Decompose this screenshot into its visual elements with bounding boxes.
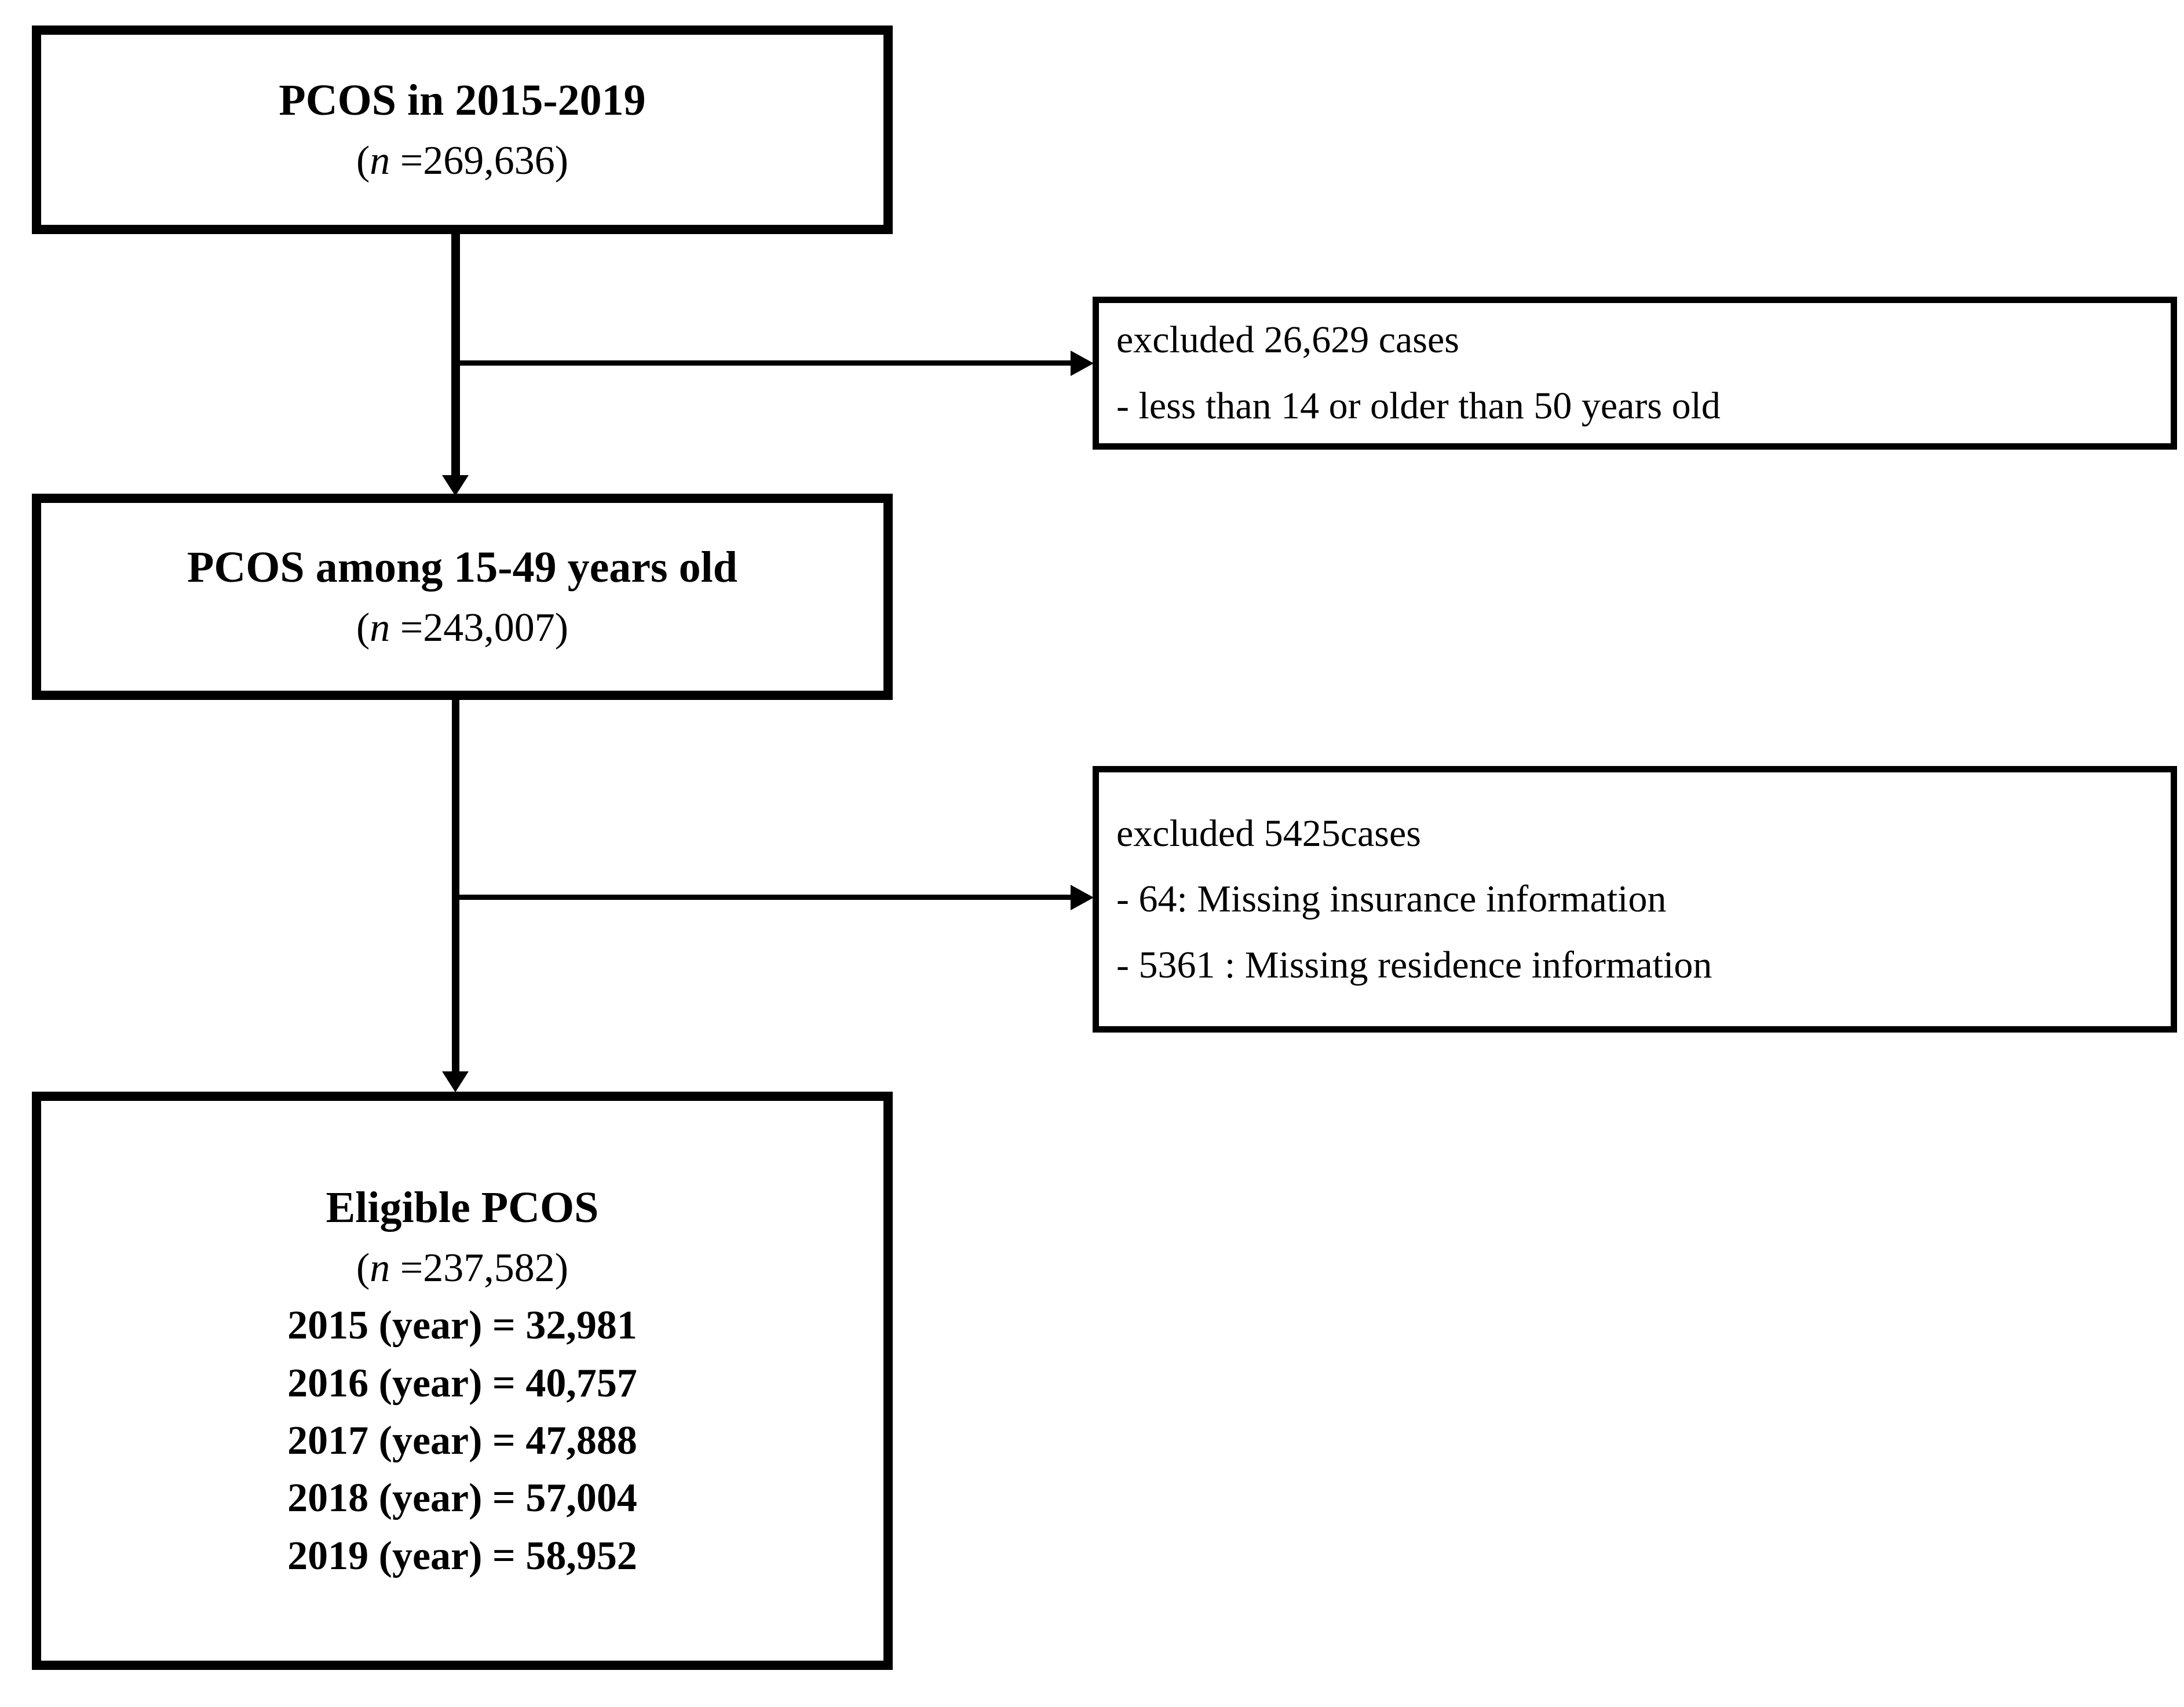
- exclusion-header: excluded 5425cases: [1116, 812, 1421, 855]
- italic-n: n: [370, 138, 390, 184]
- year-count-2018: 2018 (year) = 57,004: [287, 1476, 637, 1521]
- exclusion-reason: - 64: Missing insurance information: [1116, 878, 1667, 921]
- arrowhead-down-icon: [442, 1071, 469, 1092]
- box-exclusion-missing-info: excluded 5425cases - 64: Missing insuran…: [1093, 766, 2177, 1033]
- exclusion-reason: - 5361 : Missing residence information: [1116, 943, 1712, 986]
- year-count-2019: 2019 (year) = 58,952: [287, 1533, 637, 1578]
- box-title: PCOS among 15-49 years old: [187, 543, 737, 592]
- box-pcos-eligible: Eligible PCOS (n =237,582) 2015 (year) =…: [32, 1092, 893, 1670]
- italic-n: n: [370, 1245, 390, 1290]
- exclusion-header: excluded 26,629 cases: [1116, 319, 1459, 362]
- arrowhead-right-icon: [1071, 885, 1094, 910]
- box-n-count: (n =243,007): [356, 606, 569, 651]
- box-n-count: (n =269,636): [356, 138, 569, 184]
- connector-step1-step2: [451, 234, 460, 477]
- box-pcos-age-filtered: PCOS among 15-49 years old (n =243,007): [32, 494, 893, 700]
- box-n-count: (n =237,582): [356, 1245, 569, 1290]
- connector-branch-exclusion1: [455, 360, 1072, 366]
- connector-step2-step3: [452, 700, 459, 1074]
- connector-branch-exclusion2: [455, 895, 1072, 900]
- exclusion-reason: - less than 14 or older than 50 years ol…: [1116, 385, 1721, 427]
- arrowhead-right-icon: [1071, 351, 1094, 376]
- year-count-2017: 2017 (year) = 47,888: [287, 1418, 637, 1463]
- year-count-2015: 2015 (year) = 32,981: [287, 1303, 637, 1348]
- italic-n: n: [370, 606, 390, 651]
- year-count-2016: 2016 (year) = 40,757: [287, 1361, 637, 1406]
- box-title: PCOS in 2015-2019: [279, 76, 646, 125]
- box-title: Eligible PCOS: [326, 1183, 599, 1232]
- box-exclusion-age: excluded 26,629 cases - less than 14 or …: [1093, 297, 2177, 450]
- box-pcos-total: PCOS in 2015-2019 (n =269,636): [32, 25, 893, 234]
- arrowhead-down-icon: [442, 475, 469, 496]
